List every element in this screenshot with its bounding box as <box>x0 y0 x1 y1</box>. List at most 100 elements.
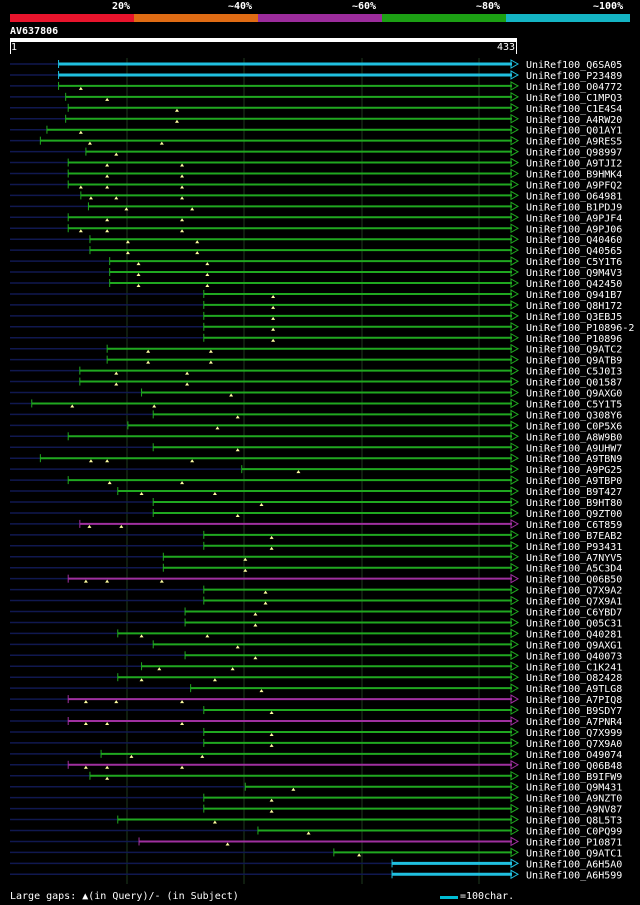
query-gap-marker <box>129 754 134 758</box>
query-gap-marker <box>105 765 110 769</box>
query-gap-marker <box>205 262 210 266</box>
hit-label: UniRef100_Q9ATC1 <box>526 848 622 859</box>
query-gap-marker <box>78 185 83 189</box>
hit-end-arrow <box>510 595 520 606</box>
query-gap-marker <box>180 163 185 167</box>
query-gap-marker <box>212 678 217 682</box>
hit-end-arrow <box>510 289 520 299</box>
hit-end-arrow <box>510 146 520 157</box>
hit-end-arrow <box>510 409 520 420</box>
legend-label: ~60% <box>352 1 377 12</box>
query-gap-marker <box>78 130 83 134</box>
hit-end-arrow <box>510 201 520 212</box>
hit-label: UniRef100_A9PJF4 <box>526 213 622 224</box>
hit-label: UniRef100_A6H5A0 <box>526 859 622 870</box>
hit-end-arrow <box>510 354 520 365</box>
query-gap-marker <box>87 524 92 528</box>
query-gap-marker <box>174 108 179 112</box>
hit-end-arrow <box>510 267 520 277</box>
hit-label: UniRef100_A5C3D4 <box>526 564 622 575</box>
hit-label: UniRef100_A9UHW7 <box>526 443 622 454</box>
hit-label: UniRef100_C0PQ99 <box>526 827 622 838</box>
hit-label: UniRef100_O64981 <box>526 191 622 202</box>
query-gap-marker <box>78 229 83 233</box>
hit-end-arrow <box>510 738 520 748</box>
identity-legend-bar <box>10 14 630 22</box>
query-gap-marker <box>190 207 195 211</box>
legend-label: 20% <box>112 1 131 12</box>
query-gap-marker <box>259 689 264 693</box>
query-gap-marker <box>114 196 119 200</box>
hit-end-arrow <box>510 70 520 80</box>
hit-label: UniRef100_Q06B50 <box>526 575 622 586</box>
hit-end-arrow <box>510 497 520 507</box>
hit-label: UniRef100_C5J0I3 <box>526 367 622 378</box>
query-gap-marker <box>139 678 144 682</box>
hit-label: UniRef100_Q7X999 <box>526 728 622 739</box>
query-gap-marker <box>269 743 274 747</box>
query-gap-marker <box>269 798 274 802</box>
hit-end-arrow <box>510 475 520 485</box>
query-gap-marker <box>105 229 110 233</box>
query-gap-marker <box>136 273 141 277</box>
query-gap-marker <box>253 612 258 616</box>
hit-label: UniRef100_Q9ZT00 <box>526 509 622 520</box>
legend-segment <box>134 14 258 22</box>
hit-end-arrow <box>510 617 520 628</box>
hit-end-arrow <box>510 606 520 617</box>
hit-label: UniRef100_C6T859 <box>526 520 622 531</box>
query-gap-marker <box>157 667 162 671</box>
ruler-end-tick <box>516 42 517 54</box>
query-gap-marker <box>235 448 240 452</box>
hit-label: UniRef100_Q9ATB9 <box>526 356 622 367</box>
hit-label: UniRef100_Q05C31 <box>526 618 622 629</box>
query-gap-marker <box>259 503 264 506</box>
query-gap-marker <box>185 371 190 375</box>
hit-end-arrow <box>510 792 520 803</box>
hit-label: UniRef100_Q9AXG1 <box>526 640 622 651</box>
hit-label: UniRef100_A4RW20 <box>526 115 622 126</box>
hit-label: UniRef100_Q3EBJ5 <box>526 312 622 323</box>
ruler-start-label: 1 <box>11 42 18 53</box>
hit-label: UniRef100_P93431 <box>526 542 622 553</box>
query-gap-marker <box>114 700 119 704</box>
query-gap-marker <box>269 732 274 736</box>
hit-label: UniRef100_A9NZT0 <box>526 794 622 805</box>
query-gap-marker <box>269 809 274 813</box>
hit-end-arrow <box>510 310 520 321</box>
hit-label: UniRef100_C0P5X6 <box>526 421 622 432</box>
query-gap-marker <box>88 196 93 200</box>
query-gap-marker <box>114 371 119 375</box>
query-gap-marker <box>200 754 205 758</box>
query-gap-marker <box>125 251 130 255</box>
hit-label: UniRef100_C5Y1T6 <box>526 257 622 268</box>
hit-label: UniRef100_A9PG25 <box>526 465 622 476</box>
hit-label: UniRef100_A7NYV5 <box>526 553 622 564</box>
query-gap-marker <box>185 382 190 386</box>
hit-label: UniRef100_Q06B48 <box>526 761 622 772</box>
hit-end-arrow <box>510 694 520 704</box>
hit-label: UniRef100_Q98997 <box>526 148 622 159</box>
hit-end-arrow <box>510 551 520 562</box>
scale-label: =100char. <box>460 891 515 902</box>
query-gap-marker <box>136 284 141 287</box>
query-gap-marker <box>70 404 75 408</box>
query-gap-marker <box>180 700 185 704</box>
hit-end-arrow <box>510 672 520 683</box>
hit-end-arrow <box>510 486 520 496</box>
hit-end-arrow <box>510 508 520 518</box>
query-gap-marker <box>180 229 185 233</box>
hit-label: UniRef100_Q01587 <box>526 378 622 389</box>
hit-end-arrow <box>510 814 520 825</box>
query-gap-marker <box>291 787 296 791</box>
hit-label: UniRef100_Q7X9A0 <box>526 739 622 750</box>
query-gap-marker <box>215 426 220 430</box>
query-gap-marker <box>271 338 276 342</box>
hit-end-arrow <box>510 102 520 113</box>
hit-end-arrow <box>510 803 520 814</box>
hit-end-arrow <box>510 431 520 442</box>
query-gap-marker <box>87 141 92 145</box>
hit-end-arrow <box>510 387 520 398</box>
hit-end-arrow <box>510 540 520 551</box>
